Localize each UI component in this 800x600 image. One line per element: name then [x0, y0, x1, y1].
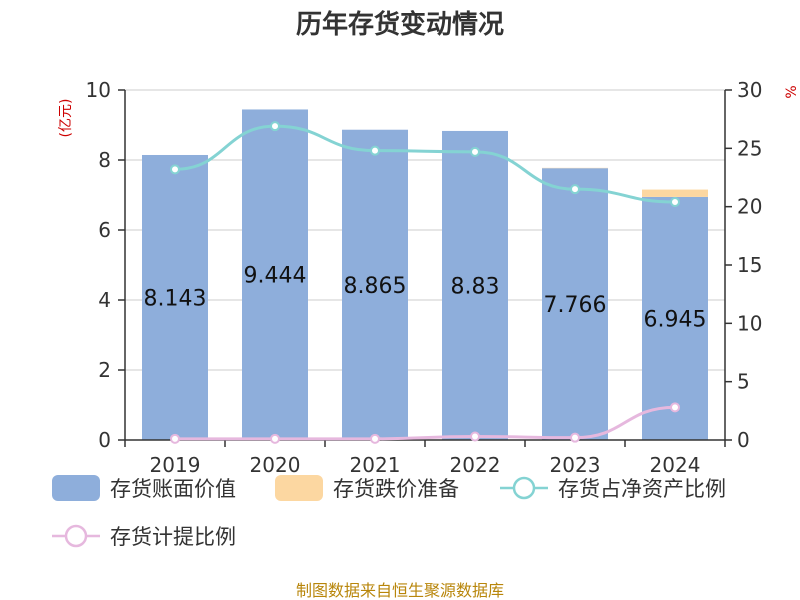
line-point	[570, 432, 580, 443]
line-point	[570, 184, 580, 195]
right-tick-label: 20	[737, 195, 762, 219]
bar-data-label: 7.766	[544, 293, 607, 318]
legend-swatch	[275, 475, 323, 501]
left-tick-label: 2	[98, 358, 111, 382]
line-point	[270, 121, 280, 132]
x-tick-label: 2019	[150, 453, 201, 477]
line-point	[670, 197, 680, 207]
right-axis-unit: %	[784, 85, 800, 98]
right-tick-label: 5	[737, 370, 750, 394]
line-series	[170, 121, 680, 444]
line-point	[370, 433, 380, 444]
legend-marker	[64, 524, 88, 548]
left-tick-label: 4	[98, 288, 111, 312]
bar-book-value	[542, 168, 608, 440]
line-point	[370, 145, 380, 156]
bar-data-label: 8.143	[144, 286, 207, 311]
line-point	[670, 402, 680, 413]
bar-data-label: 8.83	[451, 274, 500, 299]
legend-swatch	[52, 475, 100, 501]
bar-impairment	[642, 189, 708, 197]
bar-data-label: 9.444	[244, 264, 307, 289]
x-tick-label: 2020	[250, 453, 301, 477]
x-tick-label: 2023	[550, 453, 601, 477]
left-axis-unit: (亿元)	[58, 99, 74, 138]
x-tick-label: 2022	[450, 453, 501, 477]
source-note: 制图数据来自恒生聚源数据库	[296, 581, 504, 600]
chart-title: 历年存货变动情况	[296, 9, 504, 40]
line-point	[470, 146, 480, 157]
left-tick-label: 6	[98, 218, 111, 242]
legend-marker	[512, 476, 536, 500]
bar-book-value	[442, 130, 508, 440]
line-point	[170, 433, 180, 444]
left-tick-label: 10	[86, 78, 111, 102]
right-tick-label: 25	[737, 136, 762, 160]
right-tick-label: 30	[737, 78, 762, 102]
right-tick-label: 0	[737, 428, 750, 452]
bar-book-value	[142, 154, 208, 440]
bar-data-label: 8.865	[344, 274, 407, 299]
line-point	[470, 431, 480, 442]
axes: 0 2 4 6 8 10 0 5 10 15 20 25 30 2019 2020 2021 2022 2023 2…	[86, 78, 763, 477]
bar-data-label: 6.945	[644, 307, 707, 332]
line-point	[270, 433, 280, 444]
x-tick-label: 2021	[350, 453, 401, 477]
line-net-asset-ratio	[174, 124, 676, 204]
bar-series	[142, 109, 708, 441]
gridlines	[125, 89, 725, 441]
legend-label: 存货占净资产比例	[558, 477, 726, 501]
line-point	[170, 164, 180, 175]
legend-label: 存货账面价值	[110, 477, 236, 501]
data-labels: 8.143 9.444 8.865 8.83 7.766 6.945	[144, 264, 707, 333]
bar-book-value	[242, 109, 308, 441]
left-tick-label: 8	[98, 148, 111, 172]
bar-book-value	[642, 196, 708, 440]
bar-book-value	[342, 129, 408, 440]
legend-label: 存货跌价准备	[333, 477, 459, 501]
left-tick-label: 0	[98, 428, 111, 452]
legend-label: 存货计提比例	[110, 525, 236, 549]
right-tick-label: 10	[737, 311, 762, 335]
x-tick-label: 2024	[650, 453, 701, 477]
right-tick-label: 15	[737, 253, 762, 277]
